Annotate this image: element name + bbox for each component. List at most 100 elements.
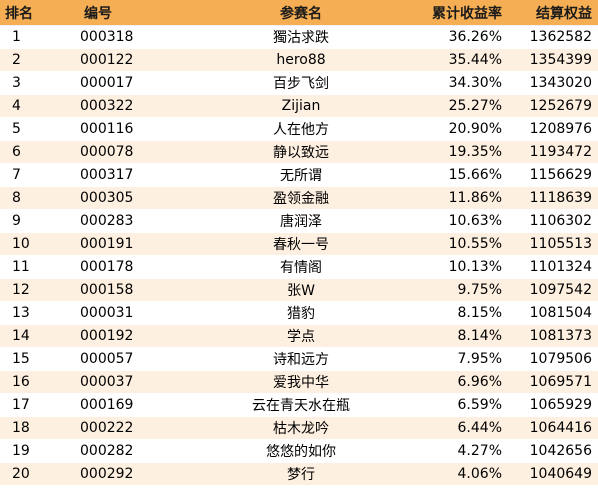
cell-equity: 1354399 [508, 48, 598, 72]
cell-return: 10.13% [410, 255, 508, 279]
cell-return: 6.96% [410, 370, 508, 394]
table-row: 14 000192 学点 8.14% 1081373 [0, 324, 598, 348]
table-row: 6 000078 静以致远 19.35% 1193472 [0, 140, 598, 164]
cell-rank: 7 [0, 163, 48, 187]
cell-rank: 10 [0, 232, 48, 256]
table-row: 5 000116 人在他方 20.90% 1208976 [0, 117, 598, 141]
cell-equity: 1079506 [508, 347, 598, 371]
header-name: 参赛名 [192, 0, 410, 26]
header-rank: 排名 [0, 0, 48, 26]
cell-equity: 1156629 [508, 163, 598, 187]
cell-rank: 18 [0, 416, 48, 440]
cell-rank: 17 [0, 393, 48, 417]
table-row: 9 000283 唐润泽 10.63% 1106302 [0, 209, 598, 233]
cell-equity: 1343020 [508, 71, 598, 95]
cell-equity: 1097542 [508, 278, 598, 302]
cell-return: 10.63% [410, 209, 508, 233]
cell-return: 36.26% [410, 25, 508, 49]
cell-id: 000282 [48, 439, 192, 463]
cell-id: 000031 [48, 301, 192, 325]
cell-name: 獨沽求跌 [192, 25, 410, 49]
cell-rank: 8 [0, 186, 48, 210]
cell-rank: 1 [0, 25, 48, 49]
table-body: 1 000318 獨沽求跌 36.26% 1362582 2 000122 hero88 35.… [0, 25, 598, 486]
cell-rank: 6 [0, 140, 48, 164]
cell-rank: 15 [0, 347, 48, 371]
table-row: 16 000037 爱我中华 6.96% 1069571 [0, 370, 598, 394]
cell-id: 000322 [48, 94, 192, 118]
cell-return: 4.27% [410, 439, 508, 463]
cell-rank: 11 [0, 255, 48, 279]
cell-id: 000178 [48, 255, 192, 279]
table-row: 4 000322 Zijian 25.27% 1252679 [0, 94, 598, 118]
cell-id: 000122 [48, 48, 192, 72]
cell-return: 4.06% [410, 462, 508, 486]
cell-rank: 20 [0, 462, 48, 486]
cell-equity: 1362582 [508, 25, 598, 49]
cell-equity: 1081373 [508, 324, 598, 348]
cell-name: 悠悠的如你 [192, 439, 410, 463]
table-row: 20 000292 梦行 4.06% 1040649 [0, 462, 598, 486]
cell-return: 25.27% [410, 94, 508, 118]
header-equity: 结算权益 [508, 0, 598, 26]
cell-return: 6.44% [410, 416, 508, 440]
cell-name: 猎豹 [192, 301, 410, 325]
table-row: 10 000191 春秋一号 10.55% 1105513 [0, 232, 598, 256]
header-id: 编号 [48, 0, 192, 26]
cell-rank: 3 [0, 71, 48, 95]
cell-rank: 14 [0, 324, 48, 348]
cell-id: 000169 [48, 393, 192, 417]
table-row: 3 000017 百步飞剑 34.30% 1343020 [0, 71, 598, 95]
cell-return: 8.15% [410, 301, 508, 325]
table-row: 8 000305 盈领金融 11.86% 1118639 [0, 186, 598, 210]
cell-name: 有情阁 [192, 255, 410, 279]
cell-rank: 9 [0, 209, 48, 233]
table-row: 11 000178 有情阁 10.13% 1101324 [0, 255, 598, 279]
cell-id: 000037 [48, 370, 192, 394]
cell-id: 000116 [48, 117, 192, 141]
cell-name: 学点 [192, 324, 410, 348]
cell-equity: 1106302 [508, 209, 598, 233]
table-row: 7 000317 无所谓 15.66% 1156629 [0, 163, 598, 187]
cell-id: 000191 [48, 232, 192, 256]
table-row: 12 000158 张W 9.75% 1097542 [0, 278, 598, 302]
cell-return: 20.90% [410, 117, 508, 141]
cell-return: 35.44% [410, 48, 508, 72]
cell-id: 000057 [48, 347, 192, 371]
cell-return: 7.95% [410, 347, 508, 371]
cell-name: 百步飞剑 [192, 71, 410, 95]
cell-equity: 1101324 [508, 255, 598, 279]
cell-name: 枯木龙吟 [192, 416, 410, 440]
cell-name: 唐润泽 [192, 209, 410, 233]
cell-equity: 1193472 [508, 140, 598, 164]
cell-name: hero88 [192, 48, 410, 72]
cell-equity: 1208976 [508, 117, 598, 141]
cell-name: 无所谓 [192, 163, 410, 187]
cell-rank: 13 [0, 301, 48, 325]
cell-equity: 1065929 [508, 393, 598, 417]
cell-equity: 1105513 [508, 232, 598, 256]
cell-equity: 1040649 [508, 462, 598, 486]
cell-equity: 1118639 [508, 186, 598, 210]
table-row: 2 000122 hero88 35.44% 1354399 [0, 48, 598, 72]
cell-id: 000318 [48, 25, 192, 49]
cell-equity: 1042656 [508, 439, 598, 463]
table-row: 15 000057 诗和远方 7.95% 1079506 [0, 347, 598, 371]
cell-name: 静以致远 [192, 140, 410, 164]
table-row: 13 000031 猎豹 8.15% 1081504 [0, 301, 598, 325]
cell-return: 19.35% [410, 140, 508, 164]
table-row: 19 000282 悠悠的如你 4.27% 1042656 [0, 439, 598, 463]
cell-name: 春秋一号 [192, 232, 410, 256]
cell-rank: 19 [0, 439, 48, 463]
cell-equity: 1064416 [508, 416, 598, 440]
cell-rank: 2 [0, 48, 48, 72]
table-row: 18 000222 枯木龙吟 6.44% 1064416 [0, 416, 598, 440]
cell-return: 34.30% [410, 71, 508, 95]
cell-name: 盈领金融 [192, 186, 410, 210]
cell-name: 爱我中华 [192, 370, 410, 394]
table-row: 1 000318 獨沽求跌 36.26% 1362582 [0, 25, 598, 49]
cell-name: 诗和远方 [192, 347, 410, 371]
cell-equity: 1252679 [508, 94, 598, 118]
cell-name: 梦行 [192, 462, 410, 486]
